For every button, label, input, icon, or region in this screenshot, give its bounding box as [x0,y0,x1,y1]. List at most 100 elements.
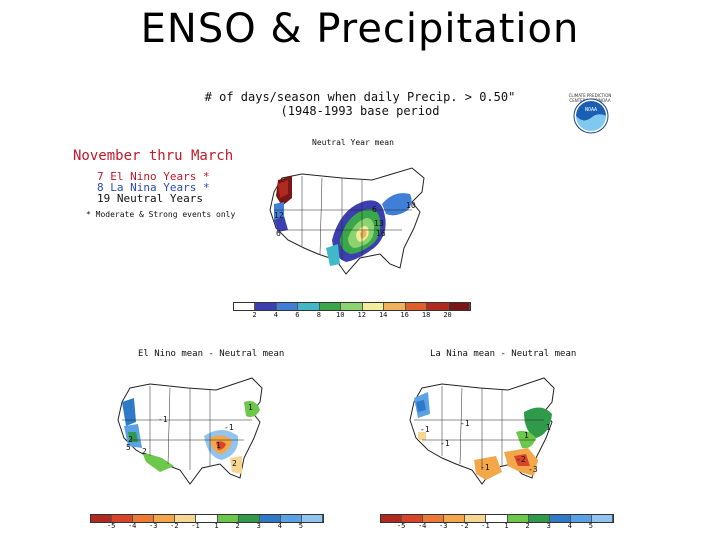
figure-title-line1: # of days/season when daily Precip. > 0.… [204,90,516,104]
colorbar-segment [381,515,403,522]
colorbar-segment [362,303,385,310]
colorbar-tick: -3 [439,522,448,530]
colorbar-segment [133,515,155,522]
colorbar-segment [319,303,342,310]
map-label: 13 [374,219,384,228]
colorbar-segment [448,303,470,310]
la-nina-colorbar [380,514,614,523]
colorbar-tick: -2 [460,522,469,530]
colorbar-tick: 6 [295,311,300,319]
svg-text:2: 2 [128,435,133,444]
slide-title: ENSO & Precipitation [140,6,580,52]
colorbar-segment [175,515,197,522]
colorbar-tick: 2 [252,311,257,319]
svg-text:-1: -1 [460,419,470,428]
colorbar-segment [341,303,363,310]
colorbar-segment [444,515,466,522]
colorbar-tick: -5 [396,522,406,530]
colorbar-segment [234,303,256,310]
colorbar-tick: -3 [149,522,158,530]
colorbar-segment [238,515,260,522]
la-nina-colorbar-ticks: -5 -4 -3 -2 -1 1 2 3 4 5 [380,522,612,534]
colorbar-tick: 20 [443,311,452,319]
map-label: 12 [274,211,284,220]
colorbar-tick: 12 [357,311,366,319]
colorbar-segment [301,515,324,522]
colorbar-tick: 8 [316,311,321,319]
colorbar-tick: 5 [298,522,304,530]
season-label: November thru March [73,148,234,164]
colorbar-tick: 4 [567,522,572,530]
logo-text: NOAA [585,107,597,113]
colorbar-segment [528,515,550,522]
la-nina-years: 8 La Nina Years * [97,181,210,194]
colorbar-tick: 4 [277,522,282,530]
colorbar-tick: -2 [170,522,179,530]
noaa-logo-icon: NOAA [573,98,609,134]
el-nino-map: 2 -1 2 5 1 -1 2 1 [117,377,263,485]
map-label: 16 [376,229,386,238]
svg-text:-1: -1 [224,423,234,432]
colorbar-segment [423,515,445,522]
map-label: 6 [276,229,281,238]
colorbar-tick: -1 [191,522,200,530]
colorbar-tick: 3 [256,522,261,530]
el-nino-colorbar [90,514,324,523]
colorbar-tick: 1 [214,522,219,530]
svg-text:1: 1 [216,441,221,450]
la-nina-map: -1 -1 -1 1 -1 -2 1 -3 [409,377,555,485]
colorbar-segment [384,303,406,310]
colorbar-segment [112,515,134,522]
svg-text:2: 2 [142,447,147,456]
colorbar-tick: 2 [525,522,530,530]
svg-text:1: 1 [248,403,253,412]
colorbar-segment [154,515,176,522]
main-map-title: Neutral Year mean [312,138,394,147]
colorbar-segment [259,515,281,522]
svg-text:-2: -2 [516,455,526,464]
colorbar-tick: 14 [378,311,388,319]
colorbar-segment [196,515,218,522]
colorbar-tick: 2 [235,522,240,530]
colorbar-segment [591,515,614,522]
la-nina-map-title: La Nina mean - Neutral mean [430,349,577,359]
colorbar-tick: 4 [273,311,279,319]
colorbar-tick: 1 [504,522,509,530]
main-colorbar [233,302,471,311]
el-nino-map-title: El Nino mean - Neutral mean [138,349,285,359]
svg-text:-1: -1 [480,463,490,472]
figure-title-line2: (1948-1993 base period [280,104,440,118]
colorbar-segment [570,515,592,522]
svg-text:-1: -1 [158,415,168,424]
footnote: * Moderate & Strong events only [86,210,236,219]
svg-text:-3: -3 [528,465,538,474]
colorbar-segment [280,515,302,522]
map-label: 6 [372,205,377,214]
svg-text:-1: -1 [440,439,450,448]
colorbar-tick: 16 [400,311,409,319]
el-nino-colorbar-ticks: -5 -4 -3 -2 -1 1 2 3 4 5 [90,522,322,534]
el-nino-years: 7 El Nino Years * [97,170,210,183]
colorbar-tick: 3 [546,522,551,530]
svg-text:2: 2 [232,459,237,468]
colorbar-tick: -5 [106,522,116,530]
colorbar-segment [507,515,529,522]
svg-text:1: 1 [524,431,529,440]
colorbar-segment [91,515,113,522]
svg-text:1: 1 [546,423,551,432]
map-label: 10 [406,201,416,210]
main-map: 12 6 6 10 13 16 [269,167,425,275]
colorbar-segment [427,303,449,310]
colorbar-segment [405,303,428,310]
svg-text:-1: -1 [420,425,430,434]
colorbar-tick: -1 [481,522,490,530]
colorbar-segment [298,303,320,310]
svg-text:5: 5 [126,443,131,452]
colorbar-segment [486,515,508,522]
colorbar-tick: 18 [421,311,431,319]
colorbar-segment [276,303,299,310]
colorbar-segment [255,303,277,310]
colorbar-tick: 10 [336,311,345,319]
colorbar-tick: -4 [127,522,137,530]
colorbar-segment [465,515,487,522]
